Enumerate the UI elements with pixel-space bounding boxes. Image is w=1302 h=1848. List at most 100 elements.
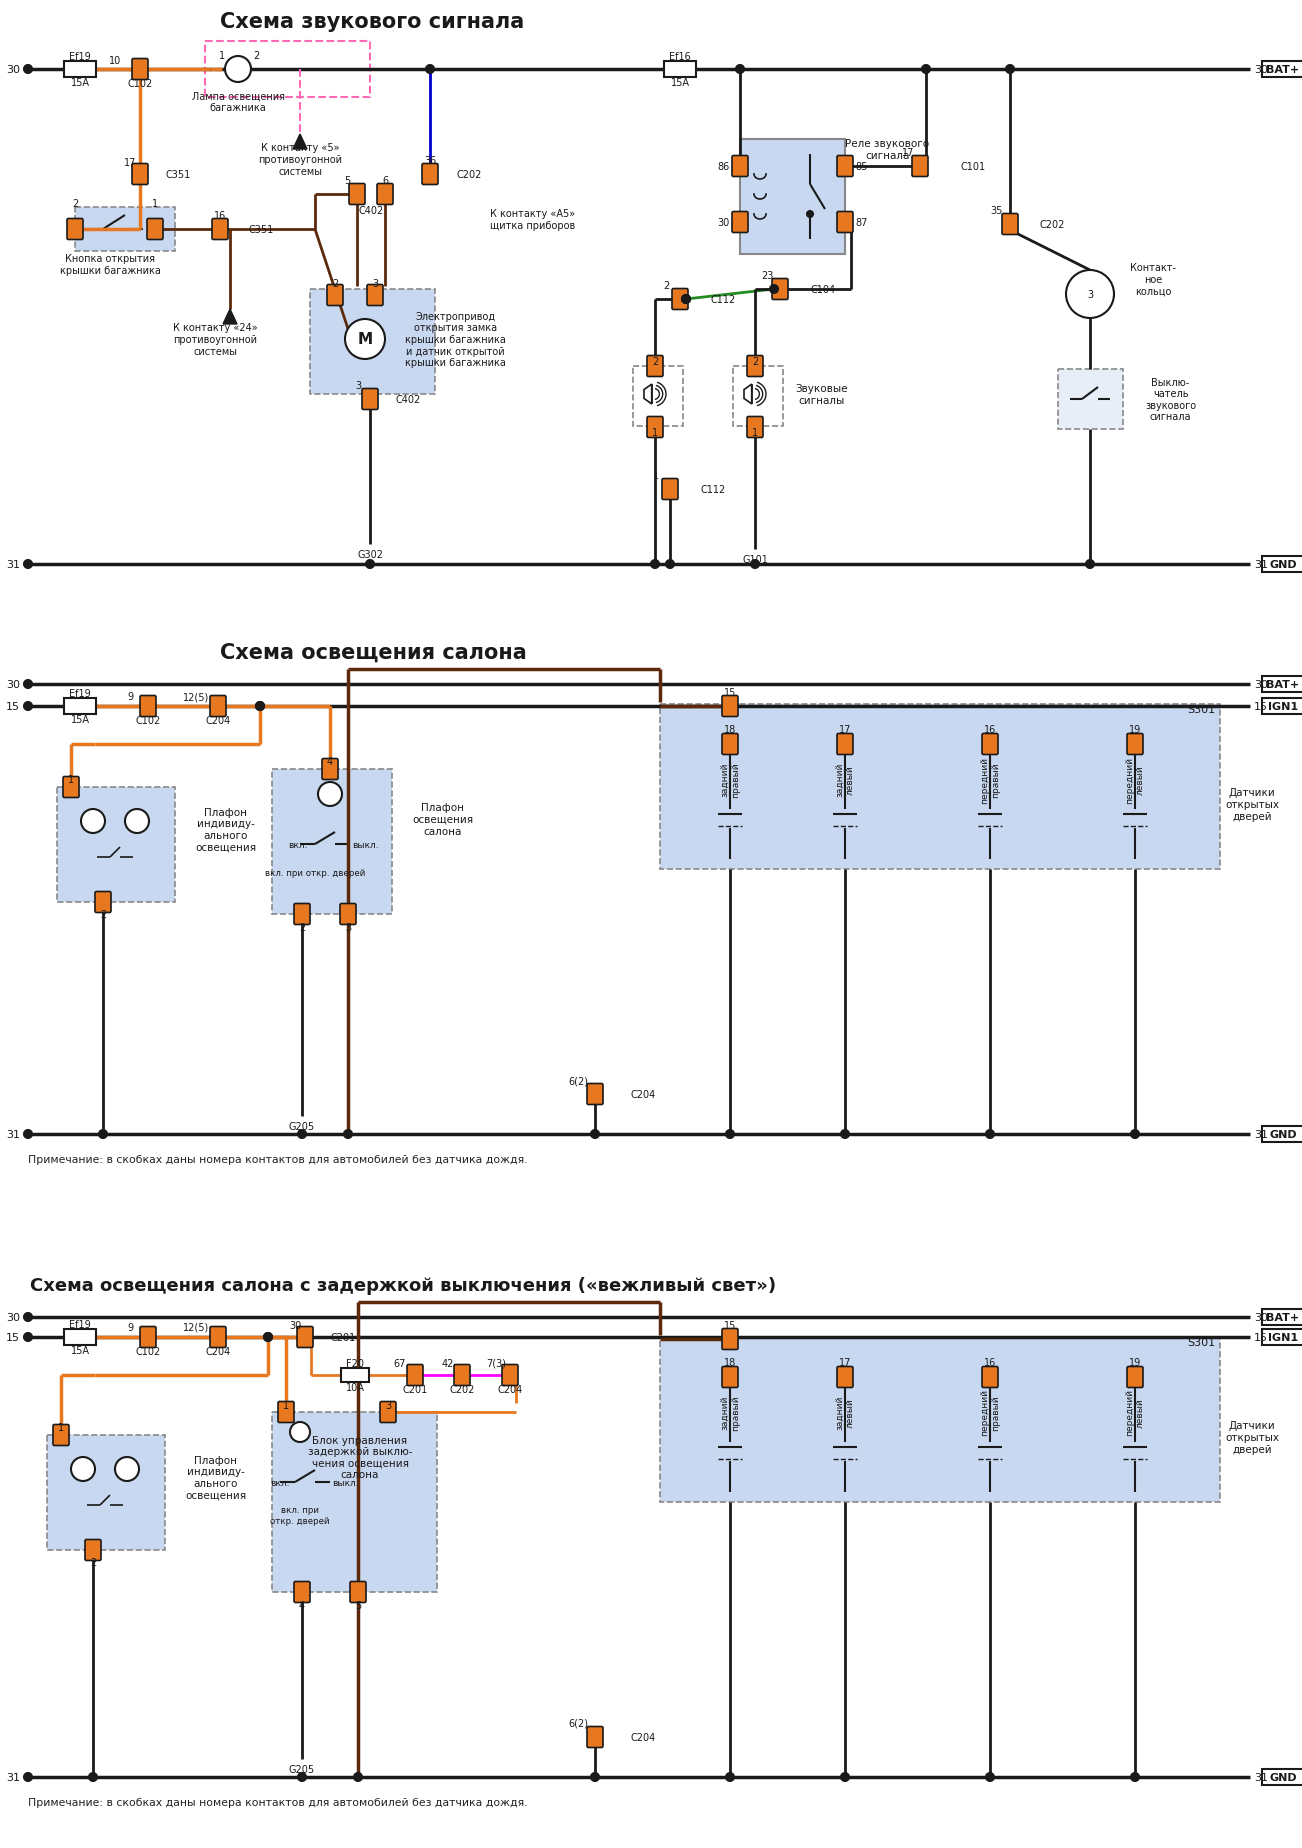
Text: Лампа освещения
багажника: Лампа освещения багажника: [191, 91, 285, 113]
Circle shape: [667, 560, 674, 569]
FancyBboxPatch shape: [362, 390, 378, 410]
Text: 9: 9: [126, 1323, 133, 1332]
Text: Реле звукового
сигнала: Реле звукового сигнала: [845, 139, 930, 161]
Bar: [47, 1436, 165, 1550]
Text: 12(5): 12(5): [182, 691, 210, 702]
FancyBboxPatch shape: [294, 1582, 310, 1602]
FancyBboxPatch shape: [380, 1403, 396, 1423]
Polygon shape: [644, 384, 652, 405]
Text: C204: C204: [206, 715, 230, 726]
FancyBboxPatch shape: [723, 697, 738, 717]
Text: Блок управления
задержкой выклю-
чения освещения
салона: Блок управления задержкой выклю- чения о…: [307, 1434, 413, 1480]
Bar: [660, 704, 1220, 870]
Text: вкл.: вкл.: [270, 1478, 289, 1486]
Text: 19: 19: [1129, 724, 1141, 736]
Text: вкл. при
откр. дверей: вкл. при откр. дверей: [271, 1506, 329, 1525]
Text: 1: 1: [152, 200, 158, 209]
Text: 1: 1: [219, 52, 225, 61]
FancyBboxPatch shape: [454, 1366, 470, 1386]
FancyBboxPatch shape: [322, 760, 339, 780]
Circle shape: [736, 67, 743, 74]
Text: Примечание: в скобках даны номера контактов для автомобилей без датчика дождя.: Примечание: в скобках даны номера контак…: [29, 1796, 527, 1807]
Text: 15: 15: [7, 1332, 20, 1342]
Text: BAT+: BAT+: [1267, 680, 1299, 689]
Text: выкл.: выкл.: [352, 841, 379, 848]
FancyBboxPatch shape: [982, 1368, 999, 1388]
Text: задний
правый: задний правый: [720, 761, 740, 796]
FancyBboxPatch shape: [141, 697, 156, 717]
Circle shape: [354, 1772, 362, 1781]
Circle shape: [345, 320, 385, 360]
FancyBboxPatch shape: [350, 1582, 366, 1602]
Text: 35: 35: [990, 205, 1003, 216]
Circle shape: [23, 1314, 33, 1321]
Circle shape: [23, 67, 33, 74]
Text: 1: 1: [283, 1401, 289, 1410]
Text: 30: 30: [717, 218, 730, 227]
Bar: [740, 140, 845, 255]
Bar: [341, 1368, 368, 1382]
FancyBboxPatch shape: [1003, 214, 1018, 235]
Text: задний
правый: задний правый: [720, 1395, 740, 1430]
Text: 5: 5: [355, 1600, 361, 1610]
Circle shape: [426, 67, 434, 74]
Text: IGN1: IGN1: [1268, 1332, 1298, 1342]
Text: 31: 31: [1254, 1772, 1268, 1781]
Text: Схема звукового сигнала: Схема звукового сигнала: [220, 11, 525, 31]
FancyBboxPatch shape: [408, 1366, 423, 1386]
Bar: [64, 63, 96, 78]
Text: C102: C102: [128, 79, 152, 89]
Bar: [76, 207, 174, 251]
Text: 4: 4: [299, 1600, 305, 1610]
Circle shape: [769, 286, 779, 294]
FancyBboxPatch shape: [279, 1403, 294, 1423]
FancyBboxPatch shape: [294, 904, 310, 926]
Bar: [64, 1329, 96, 1345]
Text: 3: 3: [385, 1401, 391, 1410]
Text: 2: 2: [72, 200, 78, 209]
Text: Примечание: в скобках даны номера контактов для автомобилей без датчика дождя.: Примечание: в скобках даны номера контак…: [29, 1155, 527, 1164]
Text: C202: C202: [456, 170, 482, 179]
FancyBboxPatch shape: [747, 418, 763, 438]
Bar: [57, 787, 174, 902]
Text: 9: 9: [126, 691, 133, 702]
FancyBboxPatch shape: [297, 1327, 312, 1347]
Text: Плафон
освещения
салона: Плафон освещения салона: [411, 804, 473, 835]
Text: 30: 30: [7, 1312, 20, 1323]
Text: GND: GND: [1269, 1129, 1297, 1140]
Circle shape: [72, 1458, 95, 1482]
FancyBboxPatch shape: [210, 1327, 227, 1347]
Text: 1: 1: [652, 427, 658, 438]
FancyBboxPatch shape: [378, 185, 393, 205]
Circle shape: [125, 809, 148, 833]
FancyBboxPatch shape: [210, 697, 227, 717]
Text: C201: C201: [329, 1332, 355, 1342]
FancyBboxPatch shape: [141, 1327, 156, 1347]
Text: C104: C104: [810, 285, 835, 296]
Text: BAT+: BAT+: [1267, 1312, 1299, 1323]
FancyBboxPatch shape: [911, 157, 928, 177]
Text: 30: 30: [7, 680, 20, 689]
FancyBboxPatch shape: [587, 1085, 603, 1105]
Bar: [1262, 556, 1302, 573]
Text: передний
левый: передний левый: [1125, 1388, 1144, 1436]
FancyBboxPatch shape: [772, 279, 788, 301]
Text: 5: 5: [344, 176, 350, 187]
Text: 16: 16: [214, 211, 227, 222]
FancyBboxPatch shape: [367, 285, 383, 307]
FancyBboxPatch shape: [647, 418, 663, 438]
Circle shape: [807, 213, 812, 218]
Text: 12(5): 12(5): [182, 1323, 210, 1332]
FancyBboxPatch shape: [747, 357, 763, 377]
Text: 15A: 15A: [70, 78, 90, 89]
Text: 6: 6: [381, 176, 388, 187]
Bar: [1262, 676, 1302, 693]
Text: BAT+: BAT+: [1267, 65, 1299, 76]
FancyBboxPatch shape: [1128, 734, 1143, 756]
Text: G302: G302: [357, 549, 383, 560]
Text: 17: 17: [838, 724, 852, 736]
Polygon shape: [223, 310, 237, 325]
Circle shape: [290, 1423, 310, 1441]
Text: 15: 15: [1254, 702, 1268, 711]
FancyBboxPatch shape: [837, 1368, 853, 1388]
